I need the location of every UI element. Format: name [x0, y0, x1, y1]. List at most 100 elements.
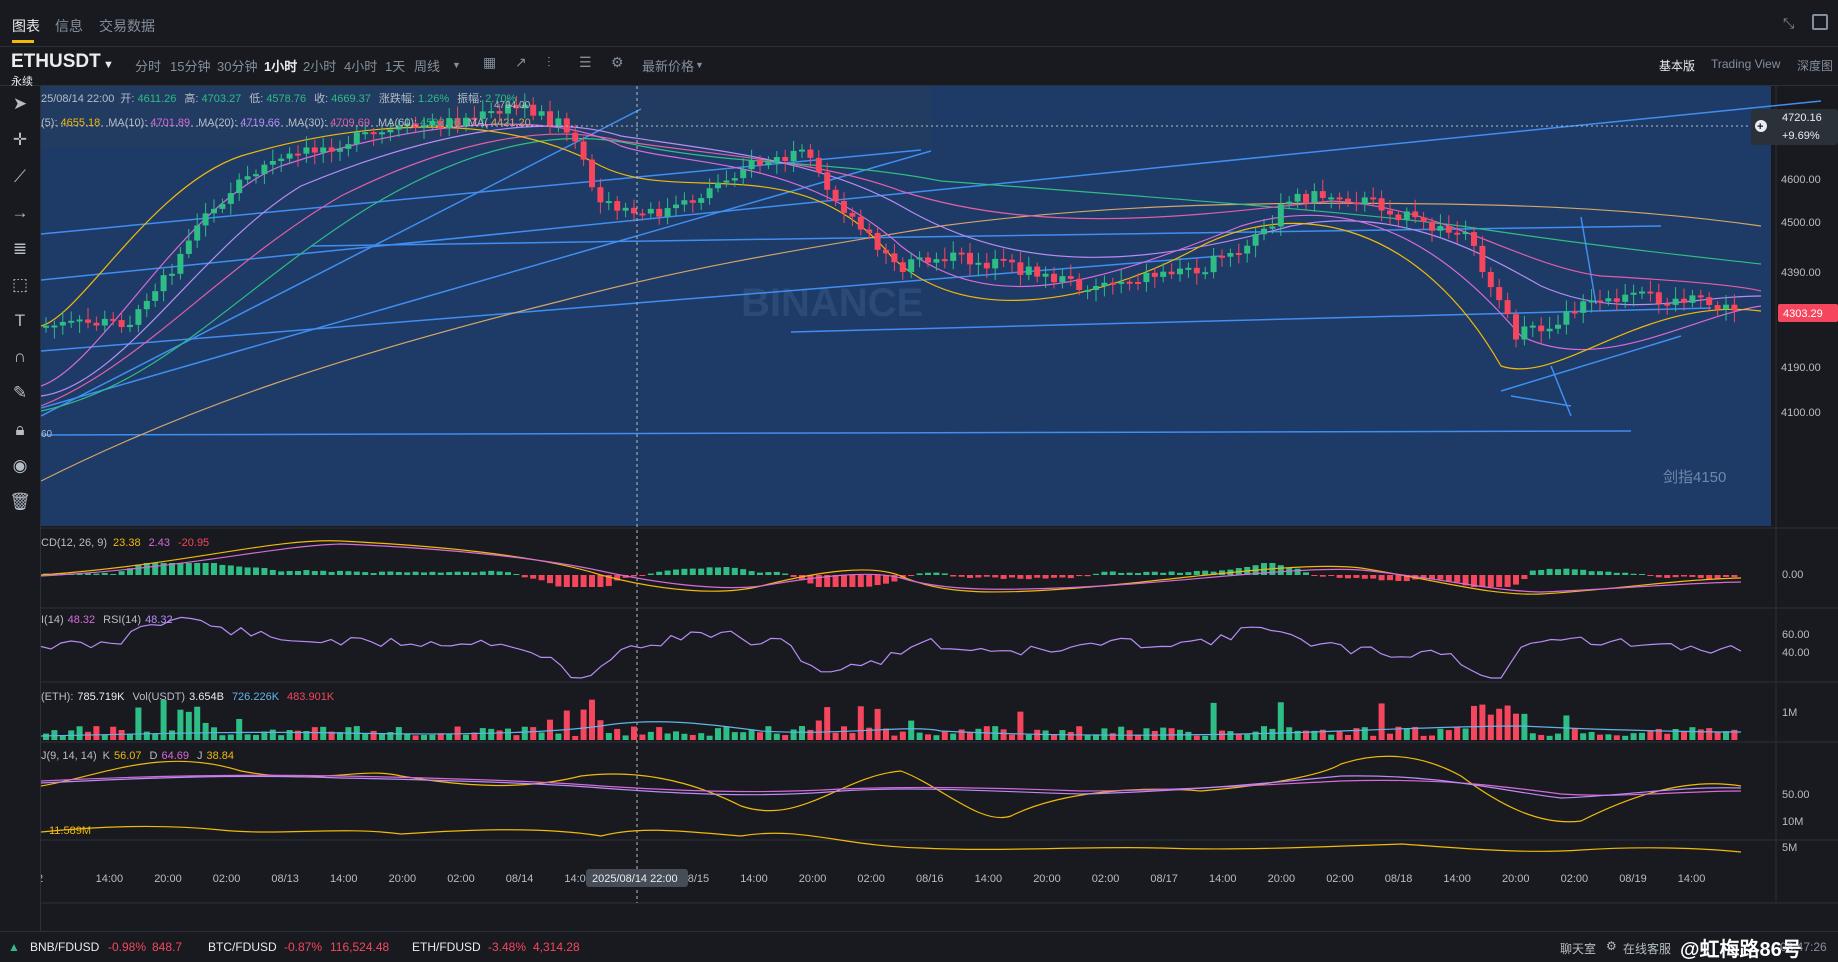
- volume-bar: [589, 699, 595, 740]
- tab-info[interactable]: 信息: [55, 18, 83, 34]
- template-icon[interactable]: ☰: [579, 54, 592, 70]
- volume-bar: [1689, 727, 1696, 740]
- candle-body: [1689, 295, 1696, 303]
- eraser-icon[interactable]: ✎: [12, 383, 28, 402]
- tab-trading-data[interactable]: 交易数据: [99, 18, 155, 34]
- tf-1h[interactable]: 1小时: [264, 59, 298, 74]
- visibility-icon[interactable]: ◉: [12, 456, 28, 475]
- tf-1w[interactable]: 周线: [414, 59, 441, 74]
- ticker-pair[interactable]: BNB/FDUSD: [30, 940, 100, 954]
- fib-icon[interactable]: ≣: [12, 239, 28, 258]
- candle-body: [925, 257, 931, 263]
- time-tick: 20:00: [154, 873, 182, 885]
- macd-bar: [1714, 575, 1721, 579]
- candle-type-icon[interactable]: ⫶: [547, 54, 551, 70]
- macd-bar: [295, 571, 301, 575]
- ticker-pair[interactable]: ETH/FDUSD: [412, 940, 481, 954]
- arrow-icon[interactable]: →: [11, 203, 29, 222]
- volume-bar: [807, 729, 814, 740]
- candle-body: [1714, 305, 1721, 310]
- macd-bar: [328, 571, 335, 575]
- view-depth[interactable]: 深度图: [1797, 59, 1834, 73]
- volume-bar: [698, 733, 705, 740]
- candle-body: [437, 120, 444, 129]
- magnet-icon[interactable]: ∩: [13, 347, 27, 366]
- macd-bar: [85, 573, 91, 575]
- lock-icon[interactable]: 🔒︎: [15, 420, 25, 439]
- connection-icon: ▲: [8, 940, 20, 954]
- candle-body: [1328, 197, 1335, 200]
- tf-15m[interactable]: 15分钟: [170, 59, 211, 74]
- chat-room-link[interactable]: 聊天室: [1560, 942, 1597, 956]
- chart-area[interactable]: BINANCE 剑指4150 4794.00 60 25/08/14 22:00…: [37, 86, 1838, 931]
- support-link[interactable]: 在线客服: [1623, 942, 1672, 956]
- volume-bar: [211, 727, 217, 740]
- tf-time[interactable]: 分时: [135, 59, 162, 74]
- moving-averages: [40, 123, 1762, 482]
- price-type-dropdown-icon[interactable]: ▼: [695, 60, 704, 70]
- volume-bar: [908, 720, 915, 740]
- macd-bar: [194, 563, 201, 575]
- tf-30m[interactable]: 30分钟: [217, 59, 258, 74]
- tf-4h[interactable]: 4小时: [344, 59, 378, 74]
- volume-bar: [1622, 735, 1629, 740]
- candle-body: [723, 180, 730, 183]
- volume-bar: [605, 733, 612, 740]
- tf-2h[interactable]: 2小时: [303, 59, 337, 74]
- price-type-selector[interactable]: 最新价格: [642, 59, 695, 74]
- volume-bar: [1454, 727, 1461, 740]
- macd-bar: [1219, 570, 1225, 575]
- macd-bar: [1479, 575, 1486, 587]
- calendar-icon[interactable]: ▦: [483, 54, 497, 70]
- tab-chart[interactable]: 图表: [12, 18, 40, 34]
- volume-bar: [782, 735, 789, 740]
- macd-bar: [1370, 575, 1377, 579]
- candle-body: [152, 291, 159, 301]
- more-timeframes-icon[interactable]: ▼: [452, 60, 461, 70]
- candle-body: [1051, 273, 1057, 283]
- macd-bar: [605, 575, 612, 587]
- crosshair-icon[interactable]: ✛: [12, 130, 28, 149]
- candle-body: [429, 120, 436, 126]
- candle-body: [1521, 326, 1528, 340]
- tf-1d[interactable]: 1天: [385, 59, 406, 74]
- candle-body: [278, 158, 285, 161]
- trendlines[interactable]: [40, 100, 1822, 436]
- macd-bar: [143, 563, 150, 575]
- shape-icon[interactable]: ⬚: [11, 275, 29, 294]
- symbol-name[interactable]: ETHUSDT: [11, 51, 101, 72]
- settings-icon[interactable]: [1812, 14, 1828, 30]
- macd-bar: [740, 569, 747, 575]
- volume-bar: [538, 732, 545, 740]
- candle-body: [983, 262, 990, 269]
- candle-body: [1471, 232, 1477, 246]
- symbol-dropdown-icon[interactable]: ▼: [103, 59, 114, 71]
- trendline-icon[interactable]: ⟋: [14, 167, 26, 186]
- view-basic[interactable]: 基本版: [1659, 59, 1696, 73]
- chart-settings-icon[interactable]: ⚙: [611, 54, 624, 70]
- candle-body: [715, 182, 721, 189]
- macd-bar: [1387, 575, 1393, 581]
- macd-bar: [1328, 575, 1335, 576]
- volume-bar: [891, 735, 898, 740]
- candle-body: [328, 147, 335, 152]
- trash-icon[interactable]: 🗑︎: [9, 492, 31, 511]
- chart-toolbar: ETHUSDT ▼ 永续 分时 15分钟 30分钟 1小时 2小时 4小时 1天…: [0, 47, 1838, 88]
- add-alert-icon[interactable]: [1755, 120, 1767, 132]
- time-tick: 14:00: [1678, 873, 1706, 885]
- collapse-icon[interactable]: ⤡: [1783, 15, 1795, 31]
- candle-body: [1613, 298, 1620, 302]
- candle-body: [1353, 202, 1360, 205]
- cursor-icon[interactable]: ➤: [12, 94, 28, 113]
- macd-bar: [1143, 571, 1150, 575]
- candle-body: [169, 273, 175, 276]
- candle-body: [1143, 272, 1150, 283]
- volume-bar: [1681, 730, 1687, 740]
- volume-bar: [765, 726, 772, 740]
- ticker-pair[interactable]: BTC/FDUSD: [208, 940, 277, 954]
- candle-body: [286, 153, 293, 159]
- view-tradingview[interactable]: Trading View: [1711, 57, 1781, 71]
- candle-body: [1647, 291, 1654, 294]
- indicator-icon[interactable]: ↗: [515, 54, 527, 70]
- text-tool-icon[interactable]: T: [14, 311, 26, 330]
